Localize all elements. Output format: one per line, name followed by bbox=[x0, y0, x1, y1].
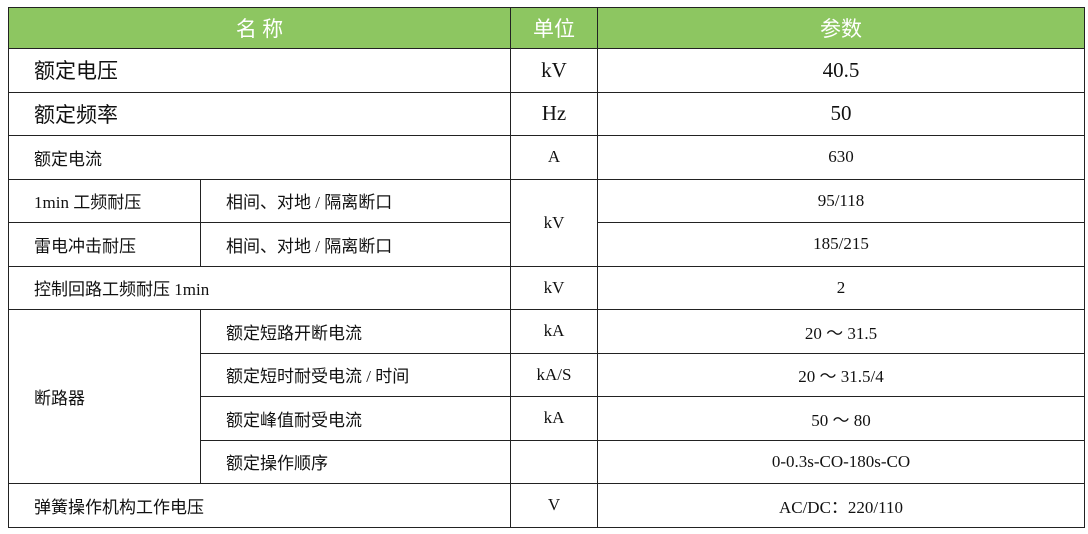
header-name: 名 称 bbox=[8, 7, 511, 49]
table-row: 断路器 额定短路开断电流 kA 20 ～ 31.5 bbox=[8, 309, 1085, 484]
row-unit: V bbox=[510, 483, 598, 528]
row-value: 185/215 bbox=[597, 222, 1085, 267]
row-name: 弹簧操作机构工作电压 bbox=[8, 483, 511, 528]
table-row: 控制回路工频耐压 1min kV 2 bbox=[8, 265, 1085, 310]
row-unit bbox=[510, 439, 598, 484]
row-name: 雷电冲击耐压 bbox=[8, 222, 201, 267]
row-unit: kV bbox=[510, 178, 598, 267]
row-unit: Hz bbox=[510, 91, 598, 136]
table-row: 额定峰值耐受电流 kA 50 ～ 80 bbox=[9, 396, 1085, 441]
header-unit: 单位 bbox=[510, 7, 598, 49]
row-value: 50 ～ 80 bbox=[597, 396, 1085, 441]
table-row: 弹簧操作机构工作电压 V AC/DC：220/110 bbox=[8, 483, 1085, 528]
row-unit: kV bbox=[510, 48, 598, 93]
row-value: 2 bbox=[597, 265, 1085, 310]
row-unit: kA bbox=[510, 396, 598, 441]
row-sub: 额定短路开断电流 bbox=[200, 309, 511, 354]
table-row: 额定电流 A 630 bbox=[8, 135, 1085, 180]
row-sub: 额定短时耐受电流 / 时间 bbox=[200, 352, 511, 397]
row-sub: 相间、对地 / 隔离断口 bbox=[200, 178, 511, 223]
row-name: 额定电流 bbox=[8, 135, 511, 180]
row-sub: 额定峰值耐受电流 bbox=[200, 396, 511, 441]
row-unit: kA bbox=[510, 309, 598, 354]
row-unit: kA/S bbox=[510, 352, 598, 397]
row-unit: kV bbox=[510, 265, 598, 310]
header-row: 名 称 单位 参数 bbox=[8, 7, 1085, 49]
row-value: 20 ～ 31.5/4 bbox=[597, 352, 1085, 397]
row-value: 0-0.3s-CO-180s-CO bbox=[597, 439, 1085, 484]
breaker-name: 断路器 bbox=[8, 309, 201, 484]
row-value: AC/DC：220/110 bbox=[597, 483, 1085, 528]
row-value: 630 bbox=[597, 135, 1085, 180]
header-param: 参数 bbox=[597, 7, 1085, 49]
row-value: 95/118 bbox=[597, 178, 1085, 223]
spec-table: 名 称 单位 参数 额定电压 kV 40.5 额定频率 Hz 50 额定电流 A… bbox=[8, 7, 1085, 528]
row-name: 控制回路工频耐压 1min bbox=[8, 265, 511, 310]
row-value: 40.5 bbox=[597, 48, 1085, 93]
row-unit: A bbox=[510, 135, 598, 180]
row-name: 1min 工频耐压 bbox=[8, 178, 201, 223]
row-name: 额定电压 bbox=[8, 48, 511, 93]
table-row: 额定电压 kV 40.5 bbox=[8, 48, 1085, 93]
table-row: 1min 工频耐压 相间、对地 / 隔离断口 kV 95/118 bbox=[8, 178, 1085, 267]
row-sub: 额定操作顺序 bbox=[200, 439, 511, 484]
table-row: 额定短时耐受电流 / 时间 kA/S 20 ～ 31.5/4 bbox=[9, 352, 1085, 397]
row-name: 额定频率 bbox=[8, 91, 511, 136]
table-row: 额定操作顺序 0-0.3s-CO-180s-CO bbox=[9, 439, 1085, 484]
table-row: 雷电冲击耐压 相间、对地 / 隔离断口 185/215 bbox=[8, 222, 1085, 267]
row-sub: 相间、对地 / 隔离断口 bbox=[200, 222, 511, 267]
row-value: 20 ～ 31.5 bbox=[597, 309, 1085, 354]
table-row: 额定频率 Hz 50 bbox=[8, 91, 1085, 136]
row-value: 50 bbox=[597, 91, 1085, 136]
